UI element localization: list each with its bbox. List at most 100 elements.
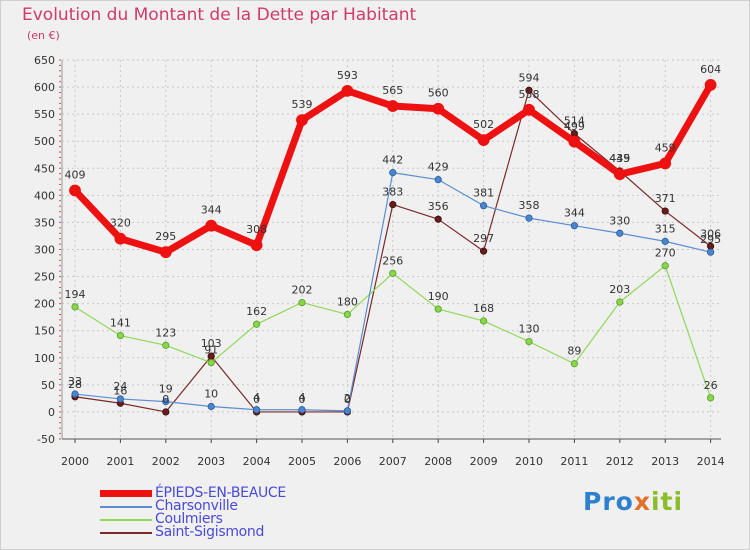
legend-swatch-charsonville bbox=[100, 506, 152, 508]
data-label-saint-sigismond: 16 bbox=[113, 384, 127, 397]
data-point-charsonville bbox=[570, 222, 579, 230]
x-tick-label: 2010 bbox=[515, 455, 543, 468]
data-point-charsonville bbox=[479, 202, 488, 210]
y-tick-label: 250 bbox=[34, 271, 55, 284]
data-label-charsonville: 33 bbox=[68, 375, 82, 388]
data-point-coulmiers bbox=[525, 337, 533, 346]
data-point-epieds bbox=[386, 100, 399, 112]
data-label-epieds: 502 bbox=[473, 118, 494, 131]
data-label-charsonville: 2 bbox=[344, 392, 351, 405]
data-label-charsonville: 19 bbox=[159, 383, 173, 396]
proxiti-logo: Proxiti bbox=[583, 487, 684, 516]
data-label-epieds: 539 bbox=[292, 98, 313, 111]
x-tick-label: 2005 bbox=[288, 455, 316, 468]
legend-label-epieds: ÉPIEDS-EN-BEAUCE bbox=[155, 485, 286, 501]
data-point-charsonville bbox=[253, 406, 261, 414]
data-label-saint-sigismond: 297 bbox=[473, 232, 494, 245]
x-tick-label: 2008 bbox=[424, 455, 452, 468]
data-label-epieds: 344 bbox=[201, 204, 222, 217]
data-point-charsonville bbox=[162, 398, 170, 406]
data-label-saint-sigismond: 306 bbox=[700, 227, 721, 240]
data-point-epieds bbox=[704, 79, 717, 91]
data-label-epieds: 308 bbox=[246, 223, 267, 236]
data-label-coulmiers: 130 bbox=[519, 323, 540, 336]
x-tick-label: 2002 bbox=[152, 455, 180, 468]
legend-swatch-epieds bbox=[100, 490, 152, 497]
data-point-epieds bbox=[69, 184, 81, 197]
data-label-coulmiers: 123 bbox=[155, 326, 176, 339]
data-label-saint-sigismond: 356 bbox=[428, 200, 449, 213]
data-point-coulmiers bbox=[706, 394, 715, 402]
x-tick-label: 2014 bbox=[697, 455, 725, 468]
data-point-epieds bbox=[250, 239, 263, 252]
data-label-epieds: 409 bbox=[65, 168, 86, 181]
data-label-charsonville: 315 bbox=[655, 222, 676, 235]
series-layer bbox=[69, 79, 717, 416]
chart-title: Evolution du Montant de la Dette par Hab… bbox=[22, 5, 417, 25]
legend-swatch-coulmiers bbox=[100, 519, 152, 521]
data-point-charsonville bbox=[525, 214, 533, 222]
data-point-epieds bbox=[432, 102, 445, 115]
data-point-charsonville bbox=[343, 407, 351, 415]
data-label-epieds: 320 bbox=[110, 217, 131, 230]
data-label-coulmiers: 190 bbox=[428, 290, 449, 303]
x-tick-label: 2000 bbox=[61, 455, 89, 468]
data-point-epieds bbox=[296, 114, 308, 126]
data-label-saint-sigismond: 514 bbox=[564, 115, 585, 128]
data-label-saint-sigismond: 0 bbox=[162, 393, 169, 406]
legend-label-saint-sigismond: Saint-Sigismond bbox=[155, 524, 265, 540]
data-point-charsonville bbox=[71, 390, 79, 398]
data-label-epieds: 439 bbox=[609, 152, 630, 165]
y-tick-label: 0 bbox=[48, 406, 55, 419]
data-label-charsonville: 4 bbox=[299, 391, 306, 404]
data-label-coulmiers: 89 bbox=[567, 345, 581, 358]
data-label-epieds: 499 bbox=[564, 120, 585, 133]
y-tick-label: 50 bbox=[41, 379, 55, 392]
x-tick-label: 2011 bbox=[560, 455, 588, 468]
data-label-coulmiers: 194 bbox=[65, 288, 86, 301]
data-label-saint-sigismond: 371 bbox=[655, 192, 676, 205]
data-label-saint-sigismond: 594 bbox=[519, 71, 540, 84]
data-point-epieds bbox=[613, 168, 626, 181]
legend-label-charsonville: Charsonville bbox=[155, 498, 238, 514]
data-point-charsonville bbox=[389, 169, 397, 177]
data-point-epieds bbox=[568, 135, 581, 148]
data-point-coulmiers bbox=[71, 303, 79, 311]
x-tick-label: 2006 bbox=[333, 455, 361, 468]
data-label-coulmiers: 203 bbox=[609, 283, 630, 296]
data-point-epieds bbox=[523, 103, 535, 116]
data-label-epieds: 593 bbox=[337, 69, 358, 82]
x-tick-label: 2001 bbox=[106, 455, 134, 468]
data-label-epieds: 459 bbox=[655, 141, 676, 154]
data-point-charsonville bbox=[116, 395, 125, 403]
y-tick-label: 500 bbox=[34, 135, 55, 148]
data-label-saint-sigismond: 445 bbox=[609, 152, 630, 165]
data-label-saint-sigismond: 0 bbox=[344, 393, 351, 406]
data-point-epieds bbox=[477, 134, 490, 147]
data-point-coulmiers bbox=[479, 317, 488, 325]
data-label-saint-sigismond: 28 bbox=[68, 378, 82, 391]
x-tick-label: 2013 bbox=[651, 455, 679, 468]
data-point-charsonville bbox=[706, 248, 715, 256]
legend-swatch-saint-sigismond bbox=[100, 532, 152, 534]
data-label-coulmiers: 256 bbox=[382, 254, 403, 267]
data-point-coulmiers bbox=[162, 341, 170, 349]
data-label-saint-sigismond: 103 bbox=[201, 337, 222, 350]
data-point-epieds bbox=[114, 232, 127, 245]
x-tick-label: 2004 bbox=[243, 455, 271, 468]
data-point-coulmiers bbox=[207, 359, 215, 367]
data-point-coulmiers bbox=[389, 269, 397, 277]
chart-subtitle: (en €) bbox=[27, 29, 60, 42]
data-point-coulmiers bbox=[661, 262, 669, 270]
data-point-coulmiers bbox=[116, 331, 125, 340]
data-point-coulmiers bbox=[570, 360, 579, 368]
data-point-epieds bbox=[205, 219, 218, 232]
data-label-charsonville: 330 bbox=[609, 214, 630, 227]
y-tick-label: 450 bbox=[34, 162, 55, 175]
data-label-saint-sigismond: 383 bbox=[382, 186, 403, 199]
data-label-epieds: 604 bbox=[700, 63, 721, 76]
data-label-charsonville: 295 bbox=[700, 233, 721, 246]
data-point-charsonville bbox=[207, 402, 215, 411]
